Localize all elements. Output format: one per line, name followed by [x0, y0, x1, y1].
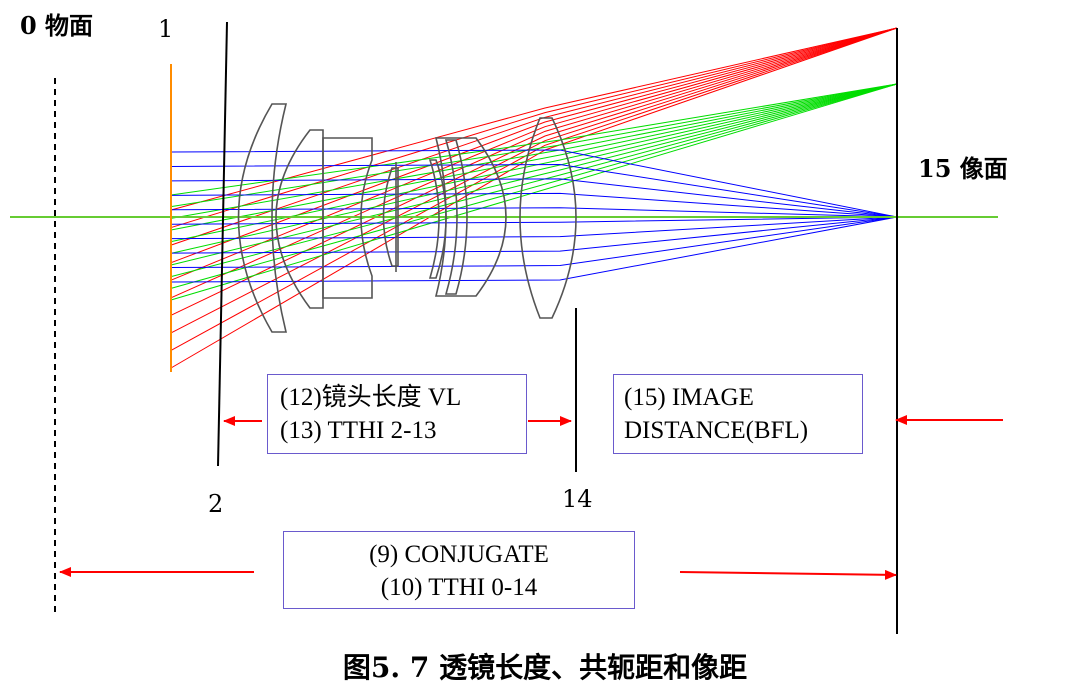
ray — [170, 216, 898, 254]
ray — [170, 163, 898, 218]
surface-2-label: 2 — [208, 490, 224, 518]
lens-length-line1: (12)镜头长度 VL — [280, 384, 462, 411]
ray — [170, 27, 898, 369]
ray — [170, 83, 898, 208]
dimension-arrows — [59, 415, 1003, 580]
ray — [170, 27, 898, 316]
figure-caption: 图5. 7 透镜长度、共轭距和像距 — [342, 651, 748, 684]
lens-element-3 — [322, 137, 373, 299]
ray — [170, 27, 898, 351]
ray — [170, 27, 898, 334]
lens-length-line2: (13) TTHI 2-13 — [280, 417, 437, 444]
ray — [170, 216, 898, 269]
ray — [170, 83, 898, 231]
ray — [170, 216, 898, 225]
ray — [170, 27, 898, 299]
lens-element-4 — [382, 167, 399, 267]
ray — [170, 178, 898, 218]
surface-2-line — [217, 21, 228, 467]
lens-element-5 — [428, 159, 447, 279]
ray — [170, 27, 898, 229]
image-distance-line2: DISTANCE(BFL) — [624, 417, 809, 444]
image-distance-box: (15) IMAGE DISTANCE(BFL) — [613, 374, 863, 454]
lens-element-2 — [275, 129, 324, 309]
ray — [170, 192, 898, 218]
ray — [170, 216, 898, 240]
lens-element-8 — [519, 117, 577, 319]
ray — [170, 27, 898, 211]
lens-element-6 — [444, 139, 468, 295]
lens-group — [237, 103, 577, 333]
ray — [170, 83, 898, 243]
rays-max-field — [170, 27, 898, 369]
ray — [170, 83, 898, 301]
surface-1-label: 1 — [158, 15, 174, 43]
ray — [170, 83, 898, 196]
image-distance-line1: (15) IMAGE — [624, 384, 754, 411]
ray — [170, 83, 898, 266]
ray — [170, 216, 898, 283]
ray — [170, 27, 898, 281]
object-plane-label: 0 物面 — [20, 11, 94, 40]
conjugate-line2: (10) TTHI 0-14 — [380, 574, 538, 601]
conjugate-line1: (9) CONJUGATE — [369, 541, 549, 568]
arrow-conjugate-right — [679, 569, 897, 580]
surface-14-label: 14 — [562, 485, 593, 513]
image-plane-label: 15 像面 — [918, 154, 1008, 183]
ray — [170, 149, 898, 218]
rays-on-axis — [170, 149, 898, 283]
lens-element-1 — [237, 103, 288, 333]
ray — [170, 207, 898, 218]
lens-length-box: (12)镜头长度 VL (13) TTHI 2-13 — [267, 374, 527, 454]
conjugate-box: (9) CONJUGATE (10) TTHI 0-14 — [283, 531, 635, 609]
lens-element-7 — [434, 137, 507, 297]
ray — [170, 83, 898, 278]
